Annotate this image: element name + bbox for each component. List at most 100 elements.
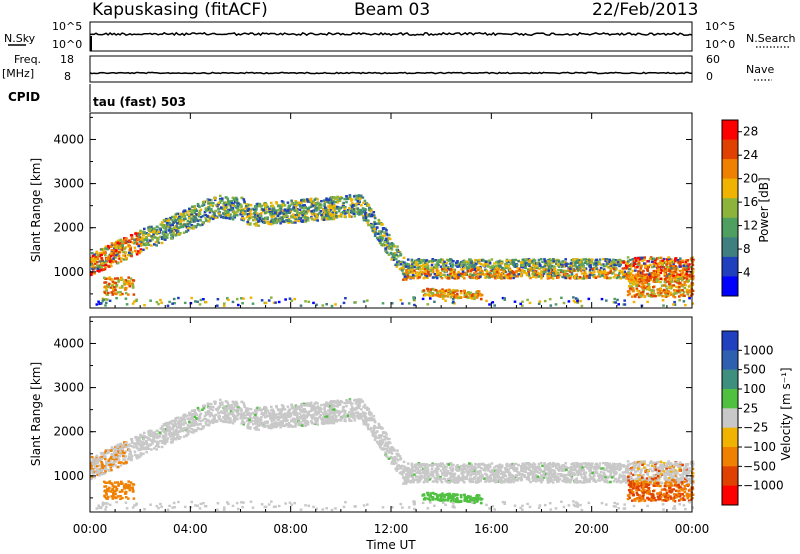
power-cell [467, 291, 470, 294]
velocity-cell [172, 425, 176, 428]
power-cell [681, 279, 684, 282]
power-cell [434, 259, 437, 262]
power-cell [139, 231, 142, 234]
power-cell [131, 302, 135, 305]
power-cell [467, 292, 471, 295]
power-cell [334, 200, 337, 204]
power-cell [204, 217, 208, 220]
power-cell [456, 265, 459, 268]
power-cell [528, 259, 532, 262]
power-cell [658, 280, 661, 284]
power-cell [479, 271, 482, 274]
power-cell [659, 259, 662, 263]
power-cell [560, 270, 563, 274]
power-cell [418, 266, 421, 270]
power-cell [195, 218, 198, 221]
power-cell [291, 221, 294, 224]
power-cell [383, 243, 387, 247]
power-cell [289, 210, 293, 213]
power-cell [188, 209, 192, 213]
power-cell [219, 199, 222, 202]
power-cell [122, 282, 126, 285]
power-cell [164, 224, 167, 227]
velocity-cell [558, 478, 562, 481]
power-cell [405, 276, 409, 279]
power-cell [191, 205, 194, 208]
power-cell [451, 276, 454, 279]
power-cell [324, 211, 327, 214]
power-cell [254, 209, 257, 213]
power-cell [664, 295, 668, 298]
power-cell [201, 221, 205, 224]
velocity-cell [554, 475, 558, 478]
power-cell [114, 289, 117, 292]
power-cell [415, 267, 419, 270]
power-cell [488, 262, 492, 265]
velocity-cell [339, 419, 343, 422]
velocity-cell [232, 406, 235, 409]
power-cell [153, 243, 156, 246]
power-cell [463, 263, 467, 266]
power-cell [568, 277, 572, 280]
power-cell [547, 260, 550, 263]
power-cell [345, 200, 348, 204]
power-cell [252, 212, 256, 215]
power-cell [370, 226, 373, 229]
power-cell [450, 293, 454, 297]
power-cell [111, 293, 115, 296]
power-cell [570, 273, 574, 276]
power-cell [665, 275, 669, 278]
power-cell [233, 216, 236, 219]
power-cell [138, 240, 142, 243]
power-cell [161, 221, 164, 224]
power-cell [525, 261, 528, 265]
power-cell [460, 268, 463, 271]
power-cell [145, 232, 148, 235]
power-cell [647, 287, 651, 290]
power-cell [685, 272, 688, 275]
power-cell [499, 276, 502, 279]
power-cell [183, 223, 186, 226]
power-cell [635, 285, 638, 288]
power-cell [206, 199, 210, 202]
power-cell [572, 296, 575, 299]
power-cell [179, 232, 182, 235]
power-cell [119, 277, 123, 281]
power-cell [644, 287, 648, 290]
power-cell [343, 209, 346, 213]
power-cell [614, 259, 617, 262]
power-cell [623, 274, 626, 277]
power-cell [266, 205, 270, 208]
power-cell [111, 280, 115, 283]
power-cell [427, 260, 431, 263]
power-cell [543, 299, 547, 303]
power-cell [449, 291, 452, 294]
power-cell [648, 286, 651, 289]
power-cell [687, 268, 690, 271]
velocity-cell [332, 400, 336, 403]
power-cell [592, 267, 596, 271]
power-cell [424, 265, 427, 269]
power-cell [578, 261, 582, 264]
power-cell [666, 280, 670, 283]
velocity-cell [451, 475, 454, 479]
power-cell [645, 273, 649, 276]
power-cell [418, 268, 422, 271]
power-cell [612, 267, 616, 271]
power-cell [313, 218, 316, 222]
power-cell [165, 222, 169, 225]
power-cell [437, 290, 440, 293]
velocity-cell [119, 442, 122, 445]
power-cell [103, 276, 106, 279]
power-cell [308, 198, 312, 201]
power-cell [281, 212, 284, 215]
power-cell [124, 256, 128, 260]
power-cell [584, 267, 588, 270]
power-cell [677, 289, 680, 293]
power-cell [461, 261, 465, 264]
power-cell [495, 267, 499, 270]
power-cell [247, 203, 250, 207]
power-cell [241, 215, 244, 219]
velocity-cell [184, 415, 188, 418]
power-cell [453, 277, 457, 280]
